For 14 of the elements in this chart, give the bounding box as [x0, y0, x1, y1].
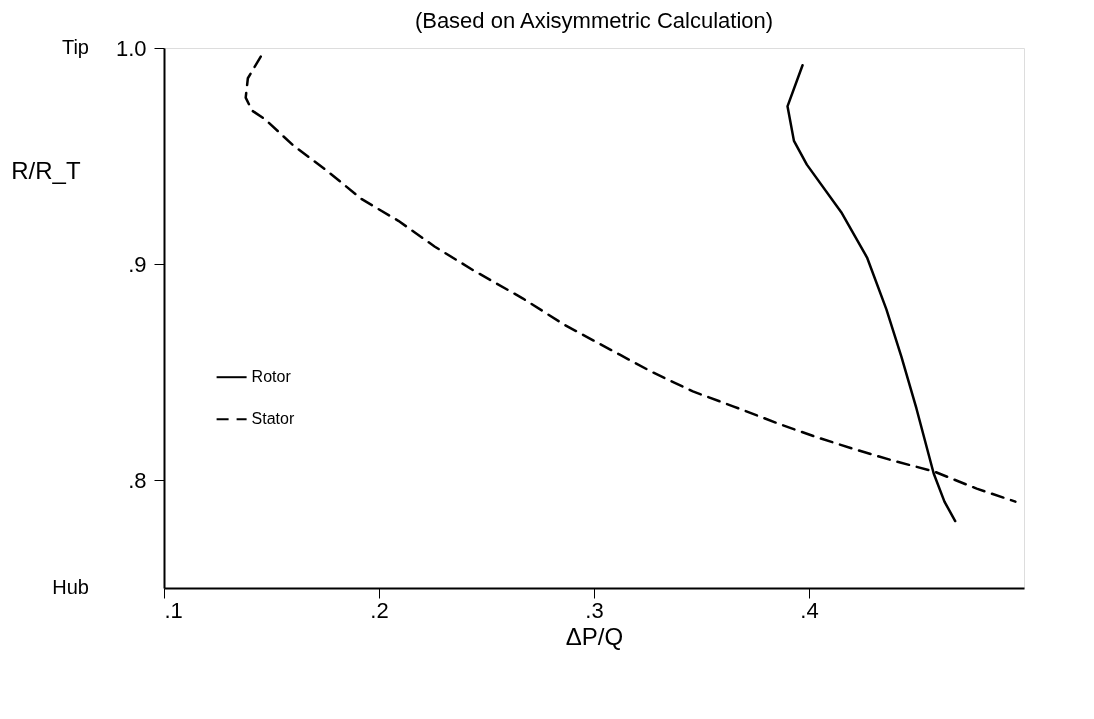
- legend-label: Stator: [251, 410, 295, 428]
- y-tick-label: .9: [128, 251, 147, 277]
- text: Tip: [61, 36, 89, 58]
- x-tick-label: .3: [585, 597, 604, 623]
- text: Hub: [52, 576, 89, 598]
- chart-title: (Based on Axisymmetric Calculation): [414, 8, 774, 33]
- x-tick-label: .4: [800, 597, 819, 623]
- x-tick-label: .1: [164, 597, 183, 623]
- y-tick-label: 1.0: [115, 35, 147, 61]
- y-axis-title: R/R_T: [11, 156, 81, 184]
- legend-label: Rotor: [251, 368, 292, 386]
- x-tick-label: .2: [370, 597, 389, 623]
- y-tick-label: .8: [128, 467, 147, 493]
- x-axis-title: ΔP/Q: [565, 622, 624, 650]
